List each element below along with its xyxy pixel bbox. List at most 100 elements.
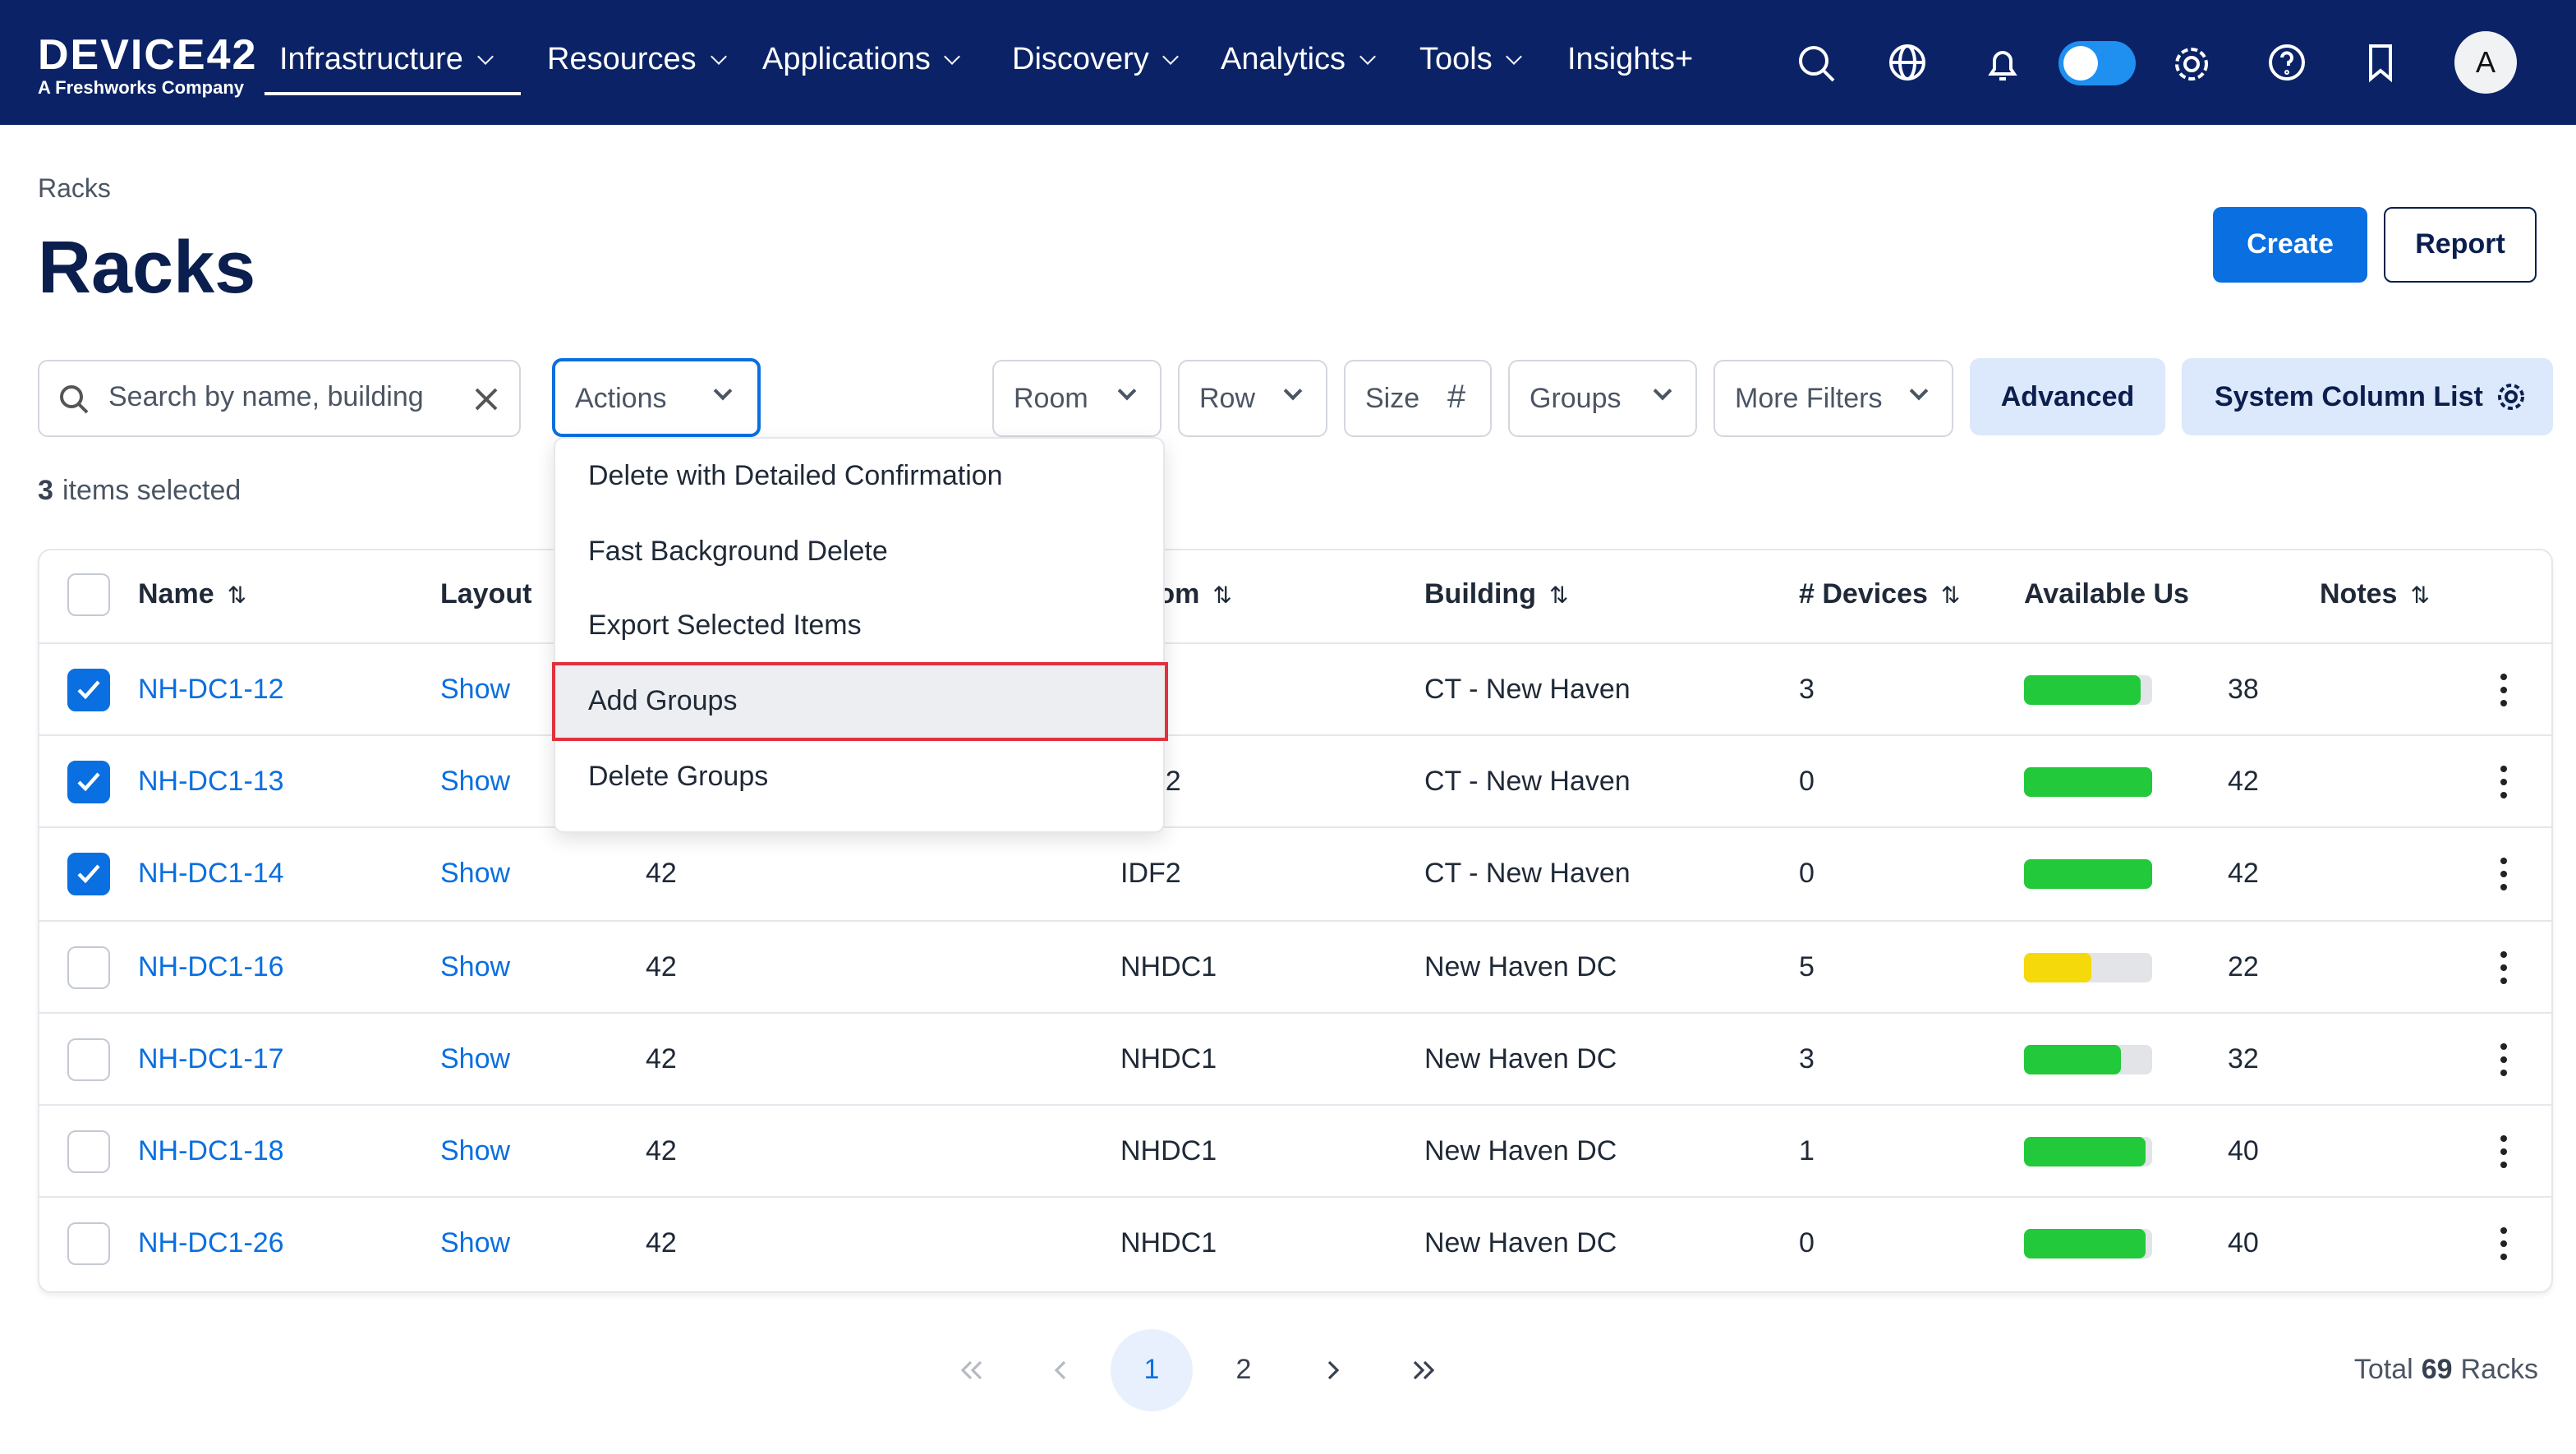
available-cell: 42 xyxy=(2228,766,2259,798)
layout-link[interactable]: Show xyxy=(440,1227,510,1260)
rack-name[interactable]: NH-DC1-12 xyxy=(138,674,284,706)
available-cell: 40 xyxy=(2228,1135,2259,1168)
column-list-label: System Column List xyxy=(2215,381,2483,414)
filter-dropdown[interactable]: Groups xyxy=(1508,360,1697,437)
room-cell: NHDC1 xyxy=(1120,1227,1217,1260)
rack-name[interactable]: NH-DC1-13 xyxy=(138,766,284,798)
layout-link[interactable]: Show xyxy=(440,1043,510,1076)
nav-item[interactable]: Analytics xyxy=(1221,43,1373,79)
menu-item[interactable]: Export Selected Items xyxy=(588,610,862,643)
checkbox[interactable] xyxy=(67,1130,110,1173)
size-cell: 42 xyxy=(646,1135,677,1168)
devices-cell: 0 xyxy=(1799,1227,1815,1260)
globe-icon[interactable] xyxy=(1884,39,1930,85)
filter-dropdown[interactable]: Size # xyxy=(1344,360,1492,437)
page-button[interactable]: 2 xyxy=(1203,1329,1285,1411)
checkbox[interactable] xyxy=(67,573,110,616)
row-menu[interactable] xyxy=(2487,1040,2520,1079)
nav-item[interactable]: Tools xyxy=(1419,43,1520,79)
nav-item[interactable]: Discovery xyxy=(1012,43,1177,79)
checkbox[interactable] xyxy=(67,946,110,988)
bell-icon[interactable] xyxy=(1980,43,2026,89)
devices-cell: 3 xyxy=(1799,1043,1815,1076)
avatar[interactable]: A xyxy=(2454,31,2517,94)
checkbox[interactable] xyxy=(67,1038,110,1081)
row-menu[interactable] xyxy=(2487,670,2520,710)
layout-link[interactable]: Show xyxy=(440,766,510,798)
rack-name[interactable]: NH-DC1-26 xyxy=(138,1227,284,1260)
nav-item[interactable]: Resources xyxy=(547,43,724,79)
hash-icon: # xyxy=(1447,380,1465,417)
rack-name[interactable]: NH-DC1-14 xyxy=(138,858,284,891)
nav-item[interactable]: Infrastructure xyxy=(279,43,491,79)
report-button[interactable]: Report xyxy=(2384,207,2537,283)
column-header[interactable]: Name⇅ xyxy=(138,578,246,611)
filter-label: Groups xyxy=(1530,383,1622,416)
column-header[interactable]: Building⇅ xyxy=(1424,578,1568,611)
row-menu[interactable] xyxy=(2487,855,2520,895)
available-cell: 38 xyxy=(2228,674,2259,706)
logo: DEVICE42 xyxy=(38,30,257,81)
bookmark-icon[interactable] xyxy=(2358,39,2404,85)
selected-count: 3 xyxy=(38,475,53,508)
search-icon[interactable] xyxy=(1794,41,1840,87)
checkbox[interactable] xyxy=(67,854,110,896)
nav-item[interactable]: Applications xyxy=(762,43,959,79)
advanced-button[interactable]: Advanced xyxy=(1970,358,2165,435)
theme-toggle[interactable] xyxy=(2058,41,2136,85)
building-cell: CT - New Haven xyxy=(1424,858,1631,891)
breadcrumb[interactable]: Racks xyxy=(38,176,111,205)
capacity-bar xyxy=(2024,767,2152,797)
row-menu[interactable] xyxy=(2487,762,2520,802)
column-header[interactable]: Notes⇅ xyxy=(2320,578,2430,611)
filter-label: Size xyxy=(1365,383,1419,416)
menu-item[interactable]: Delete with Detailed Confirmation xyxy=(588,460,1003,493)
page-button[interactable]: 1 xyxy=(1111,1329,1193,1411)
size-cell: 42 xyxy=(646,950,677,983)
devices-cell: 1 xyxy=(1799,1135,1815,1168)
total-prefix: Total xyxy=(2354,1354,2413,1385)
menu-item[interactable]: Delete Groups xyxy=(588,761,768,794)
filter-dropdown[interactable]: Room xyxy=(992,360,1162,437)
available-cell: 42 xyxy=(2228,858,2259,891)
available-cell: 22 xyxy=(2228,950,2259,983)
last-page[interactable] xyxy=(1408,1354,1441,1387)
checkbox[interactable] xyxy=(67,669,110,711)
chevron xyxy=(1910,382,1929,401)
filter-dropdown[interactable]: More Filters xyxy=(1714,360,1953,437)
column-header[interactable]: # Devices⇅ xyxy=(1799,578,1960,611)
menu-item[interactable]: Fast Background Delete xyxy=(588,535,888,568)
menu-item[interactable]: Add Groups xyxy=(588,685,737,718)
create-button[interactable]: Create xyxy=(2213,207,2367,283)
layout-link[interactable]: Show xyxy=(440,858,510,891)
nav-item[interactable]: Insights+ xyxy=(1567,43,1693,79)
rack-name[interactable]: NH-DC1-18 xyxy=(138,1135,284,1168)
checkbox[interactable] xyxy=(67,761,110,803)
row-divider xyxy=(39,919,2551,921)
actions-dropdown[interactable]: Actions xyxy=(552,358,761,437)
page-title: Racks xyxy=(38,225,255,311)
chevron xyxy=(1284,382,1303,401)
row-divider xyxy=(39,1104,2551,1106)
next-page[interactable] xyxy=(1316,1354,1349,1387)
nav-underline xyxy=(264,92,521,95)
help-icon[interactable] xyxy=(2264,39,2310,85)
available-cell: 40 xyxy=(2228,1227,2259,1260)
checkbox[interactable] xyxy=(67,1222,110,1265)
layout-link[interactable]: Show xyxy=(440,950,510,983)
settings-icon[interactable] xyxy=(2169,41,2215,87)
filter-dropdown[interactable]: Row xyxy=(1178,360,1327,437)
size-cell: 42 xyxy=(646,858,677,891)
layout-link[interactable]: Show xyxy=(440,674,510,706)
row-divider xyxy=(39,1196,2551,1198)
prev-page[interactable] xyxy=(1045,1354,1078,1387)
rack-name[interactable]: NH-DC1-16 xyxy=(138,950,284,983)
first-page[interactable] xyxy=(954,1354,987,1387)
rack-name[interactable]: NH-DC1-17 xyxy=(138,1043,284,1076)
row-menu[interactable] xyxy=(2487,947,2520,987)
column-list-button[interactable]: System Column List xyxy=(2182,358,2553,435)
row-menu[interactable] xyxy=(2487,1224,2520,1263)
row-menu[interactable] xyxy=(2487,1132,2520,1171)
layout-link[interactable]: Show xyxy=(440,1135,510,1168)
